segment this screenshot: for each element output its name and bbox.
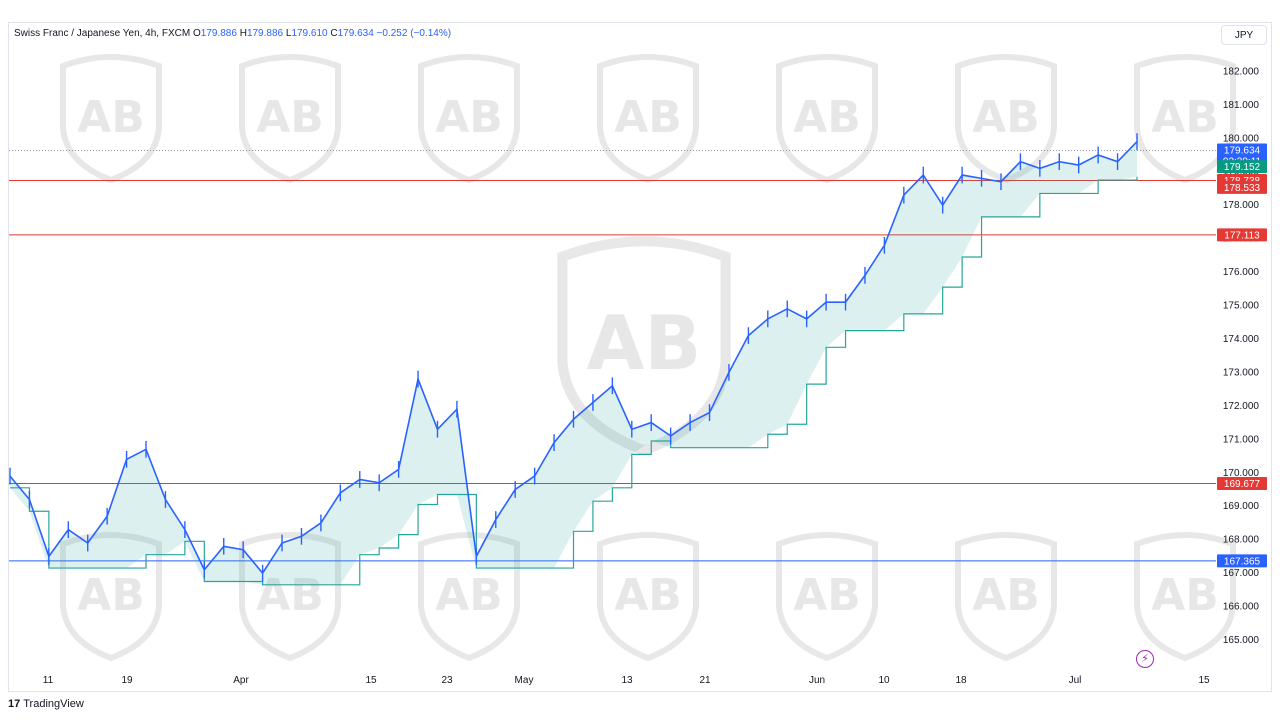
svg-text:AB: AB: [256, 92, 324, 143]
svg-text:AB: AB: [614, 570, 682, 621]
watermark-logo: AB: [418, 532, 520, 662]
tradingview-name: TradingView: [23, 698, 84, 710]
x-tick-label: 10: [878, 675, 890, 686]
y-tick-label: 167.000: [1223, 568, 1260, 579]
level-price-tag-bg: [1217, 554, 1267, 568]
watermark-logo: AB: [597, 532, 699, 662]
low-label: L: [285, 28, 292, 39]
y-tick-label: 173.000: [1223, 367, 1260, 378]
chart-frame: [8, 22, 1272, 692]
high-label: H: [239, 28, 247, 39]
x-tick-label: Jun: [809, 675, 825, 686]
low-value: 179.610: [291, 28, 328, 39]
level-price-tag: 169.677: [1224, 479, 1261, 490]
x-tick-label: May: [515, 675, 534, 686]
y-tick-label: 165.000: [1223, 635, 1260, 646]
x-tick-label: 23: [441, 675, 453, 686]
watermark-logo: AB: [1134, 532, 1236, 662]
svg-text:AB: AB: [587, 300, 702, 387]
symbol-legend[interactable]: Swiss Franc / Japanese Yen, 4h, FXCM O17…: [14, 28, 451, 39]
lightning-icon[interactable]: ⚡: [1136, 650, 1154, 668]
y-tick-label: 176.000: [1223, 267, 1260, 278]
watermark-logo: AB: [60, 54, 162, 184]
y-tick-label: 178.000: [1223, 200, 1260, 211]
level-price-tag-bg: [1217, 477, 1267, 491]
level-price-tag: 167.365: [1224, 556, 1261, 567]
change-value: −0.252 (−0.14%): [376, 28, 452, 39]
svg-text:AB: AB: [972, 570, 1040, 621]
indicator-price-tag-bg: [1217, 180, 1267, 194]
support-cloud: [10, 141, 1137, 585]
svg-text:AB: AB: [972, 92, 1040, 143]
last-price-tag: 179.634: [1224, 145, 1261, 156]
x-tick-label: 19: [121, 675, 133, 686]
watermark-logo: AB: [776, 532, 878, 662]
svg-text:AB: AB: [1151, 570, 1219, 621]
y-tick-label: 182.000: [1223, 66, 1260, 77]
svg-text:AB: AB: [793, 92, 861, 143]
y-tick-label: 180.000: [1223, 133, 1260, 144]
svg-text:AB: AB: [1151, 92, 1219, 143]
high-value: 179.886: [246, 28, 284, 39]
x-tick-label: 13: [621, 675, 633, 686]
x-tick-label: 11: [43, 675, 54, 686]
y-tick-label: 181.000: [1223, 100, 1260, 111]
close-label: C: [330, 28, 338, 39]
x-tick-label: 15: [1198, 675, 1210, 686]
level-price-tag: 177.113: [1224, 230, 1260, 241]
tradingview-brand[interactable]: 17 TradingView: [8, 698, 84, 710]
indicator-price-tag: 178.533: [1224, 183, 1261, 194]
symbol-name: Swiss Franc / Japanese Yen, 4h, FXCM: [14, 28, 191, 39]
x-tick-label: 15: [365, 675, 377, 686]
watermark-logo: AB: [418, 54, 520, 184]
indicator-price-tag-bg: [1217, 160, 1267, 174]
watermark-logo: AB: [955, 532, 1057, 662]
y-tick-label: 170.000: [1223, 468, 1260, 479]
y-tick-label: 171.000: [1223, 434, 1260, 445]
y-tick-label: 166.000: [1223, 602, 1260, 613]
watermark-logo: AB: [597, 54, 699, 184]
y-tick-label: 175.000: [1223, 301, 1260, 312]
svg-text:AB: AB: [614, 92, 682, 143]
x-tick-label: 18: [955, 675, 967, 686]
svg-text:AB: AB: [77, 92, 145, 143]
watermark-logo: AB: [60, 532, 162, 662]
close-value: 179.634: [337, 28, 374, 39]
x-tick-label: Apr: [233, 675, 249, 686]
open-label: O: [192, 28, 201, 39]
y-tick-label: 174.000: [1223, 334, 1260, 345]
level-price-tag-bg: [1217, 228, 1267, 242]
indicator-price-tag: 179.152: [1224, 162, 1261, 173]
svg-text:AB: AB: [435, 92, 503, 143]
watermark-logo: AB: [955, 54, 1057, 184]
y-tick-label: 168.000: [1223, 535, 1260, 546]
y-tick-label: 169.000: [1223, 501, 1260, 512]
watermark-logo: AB: [776, 54, 878, 184]
svg-text:AB: AB: [77, 570, 145, 621]
x-tick-label: 21: [699, 675, 711, 686]
svg-text:AB: AB: [793, 570, 861, 621]
watermark-logo: AB: [239, 54, 341, 184]
watermark-logo: AB: [239, 532, 341, 662]
svg-text:AB: AB: [256, 570, 324, 621]
svg-text:AB: AB: [435, 570, 503, 621]
tradingview-logo: 17: [8, 698, 21, 710]
y-tick-label: 172.000: [1223, 401, 1260, 412]
open-value: 179.886: [200, 28, 237, 39]
x-tick-label: Jul: [1069, 675, 1082, 686]
currency-button[interactable]: JPY: [1221, 25, 1267, 45]
